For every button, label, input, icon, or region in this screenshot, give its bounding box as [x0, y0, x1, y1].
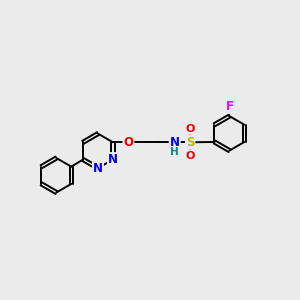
Text: O: O	[185, 151, 195, 160]
Text: N: N	[108, 153, 118, 166]
Text: F: F	[225, 100, 233, 113]
Text: N: N	[170, 136, 180, 149]
Text: O: O	[185, 124, 195, 134]
Text: N: N	[93, 162, 103, 175]
Text: O: O	[123, 136, 134, 149]
Text: H: H	[170, 147, 179, 157]
Text: S: S	[186, 136, 194, 149]
